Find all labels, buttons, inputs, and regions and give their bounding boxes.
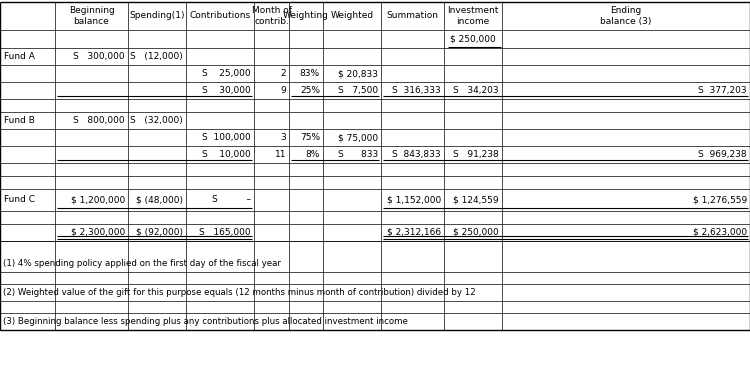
Text: S   800,000: S 800,000 [74, 116, 125, 125]
Text: $ 2,300,000: $ 2,300,000 [70, 228, 125, 237]
Text: Contributions: Contributions [190, 11, 250, 21]
Text: 83%: 83% [300, 69, 320, 78]
Text: $ 20,833: $ 20,833 [338, 69, 378, 78]
Text: S    30,000: S 30,000 [202, 86, 251, 95]
Text: 8%: 8% [306, 150, 320, 159]
Text: Weighting: Weighting [283, 11, 329, 21]
Text: S    10,000: S 10,000 [202, 150, 251, 159]
Text: Investment
income: Investment income [447, 6, 499, 26]
Text: (2) Weighted value of the gift for this purpose equals (12 months minus month of: (2) Weighted value of the gift for this … [3, 288, 476, 297]
Text: S  100,000: S 100,000 [202, 133, 251, 142]
Text: $ 2,623,000: $ 2,623,000 [693, 228, 747, 237]
Text: (1) 4% spending policy applied on the first day of the fiscal year: (1) 4% spending policy applied on the fi… [3, 259, 280, 268]
Text: $ 75,000: $ 75,000 [338, 133, 378, 142]
Text: 11: 11 [274, 150, 286, 159]
Text: S   91,238: S 91,238 [453, 150, 499, 159]
Text: $ 124,559: $ 124,559 [453, 195, 499, 204]
Text: S   7,500: S 7,500 [338, 86, 378, 95]
Text: $ 1,276,559: $ 1,276,559 [693, 195, 747, 204]
Text: S      833: S 833 [338, 150, 378, 159]
Text: Summation: Summation [386, 11, 439, 21]
Text: 25%: 25% [300, 86, 320, 95]
Text: (3) Beginning balance less spending plus any contributions plus allocated invest: (3) Beginning balance less spending plus… [3, 317, 408, 326]
Text: S          –: S – [212, 195, 251, 204]
Text: Spending(1): Spending(1) [129, 11, 184, 21]
Text: S   (12,000): S (12,000) [130, 52, 183, 61]
Text: Weighted: Weighted [331, 11, 374, 21]
Text: S   (32,000): S (32,000) [130, 116, 183, 125]
Text: Beginning
balance: Beginning balance [69, 6, 114, 26]
Text: S  316,333: S 316,333 [392, 86, 441, 95]
Text: S   165,000: S 165,000 [200, 228, 251, 237]
Text: 2: 2 [280, 69, 286, 78]
Text: Ending
balance (3): Ending balance (3) [600, 6, 652, 26]
Text: S   300,000: S 300,000 [74, 52, 125, 61]
Text: $ 250,000: $ 250,000 [450, 35, 496, 43]
Text: $ (48,000): $ (48,000) [136, 195, 183, 204]
Text: $ 250,000: $ 250,000 [453, 228, 499, 237]
Text: $ 2,312,166: $ 2,312,166 [387, 228, 441, 237]
Text: Fund A: Fund A [4, 52, 34, 61]
Text: S  843,833: S 843,833 [392, 150, 441, 159]
Text: 3: 3 [280, 133, 286, 142]
Text: $ 1,200,000: $ 1,200,000 [70, 195, 125, 204]
Text: 75%: 75% [300, 133, 320, 142]
Text: 9: 9 [280, 86, 286, 95]
Text: $ (92,000): $ (92,000) [136, 228, 183, 237]
Text: $ 1,152,000: $ 1,152,000 [387, 195, 441, 204]
Text: S  377,203: S 377,203 [698, 86, 747, 95]
Text: Fund C: Fund C [4, 195, 34, 204]
Text: S  969,238: S 969,238 [698, 150, 747, 159]
Text: S    25,000: S 25,000 [202, 69, 251, 78]
Text: S   34,203: S 34,203 [453, 86, 499, 95]
Text: Fund B: Fund B [4, 116, 34, 125]
Text: Month of
contrib.: Month of contrib. [251, 6, 292, 26]
